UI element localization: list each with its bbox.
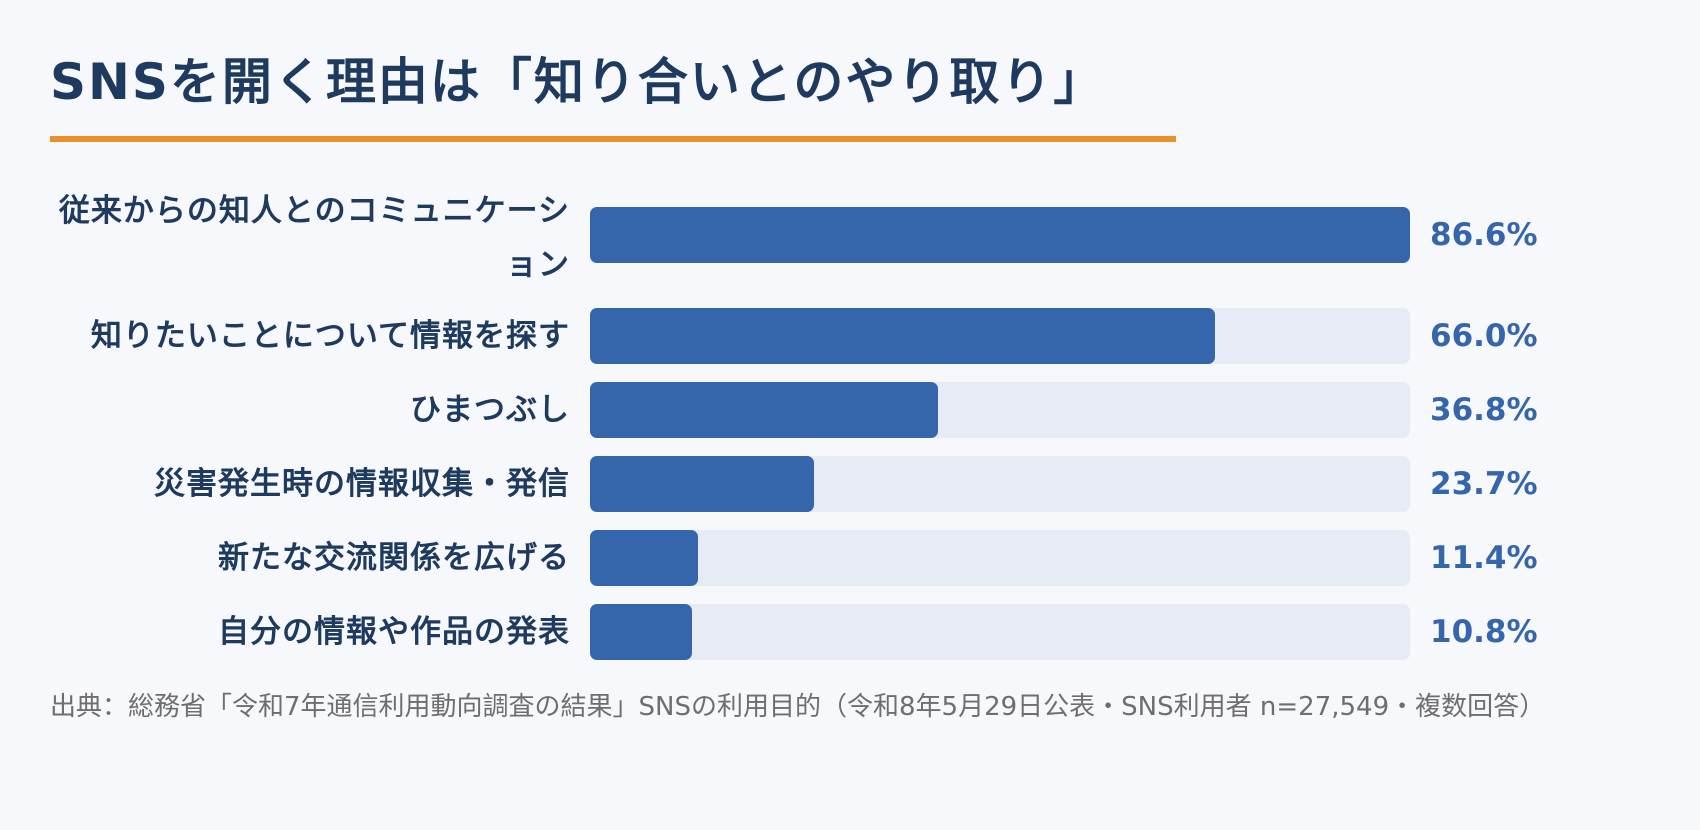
value-label: 11.4% xyxy=(1430,540,1538,576)
bar xyxy=(590,207,1410,263)
value-label: 66.0% xyxy=(1430,318,1538,354)
bar-track xyxy=(590,530,1410,586)
category-label: ひまつぶし xyxy=(410,392,570,428)
bar-track xyxy=(590,382,1410,438)
bar xyxy=(590,308,1215,364)
bar xyxy=(590,530,698,586)
bar xyxy=(590,604,693,660)
value-label: 86.6% xyxy=(1430,217,1538,253)
value-label: 10.8% xyxy=(1430,614,1538,650)
bar-track xyxy=(590,604,1410,660)
bar-track xyxy=(590,456,1410,512)
bar xyxy=(590,382,939,438)
source-note: 出典：総務省「令和7年通信利用動向調査の結果」SNSの利用目的（令和8年5月29… xyxy=(50,692,1546,722)
chart-title: SNSを開く理由は「知り合いとのやり取り」 xyxy=(50,53,1106,111)
category-label: 新たな交流関係を広げる xyxy=(218,540,570,576)
category-label: 従来からの知人とのコミュニケーション xyxy=(58,193,570,283)
value-label: 36.8% xyxy=(1430,392,1538,428)
category-label: 自分の情報や作品の発表 xyxy=(218,614,570,650)
bar-chart: 従来からの知人とのコミュニケーション 86.6% 知りたいことについて情報を探す 66… xyxy=(58,193,1538,660)
bar-track xyxy=(590,308,1410,364)
title-underline xyxy=(50,136,1176,142)
category-label: 災害発生時の情報収集・発信 xyxy=(154,466,570,502)
bar xyxy=(590,456,815,512)
bar-track xyxy=(590,207,1410,263)
category-label: 知りたいことについて情報を探す xyxy=(90,318,570,354)
value-label: 23.7% xyxy=(1430,466,1538,502)
